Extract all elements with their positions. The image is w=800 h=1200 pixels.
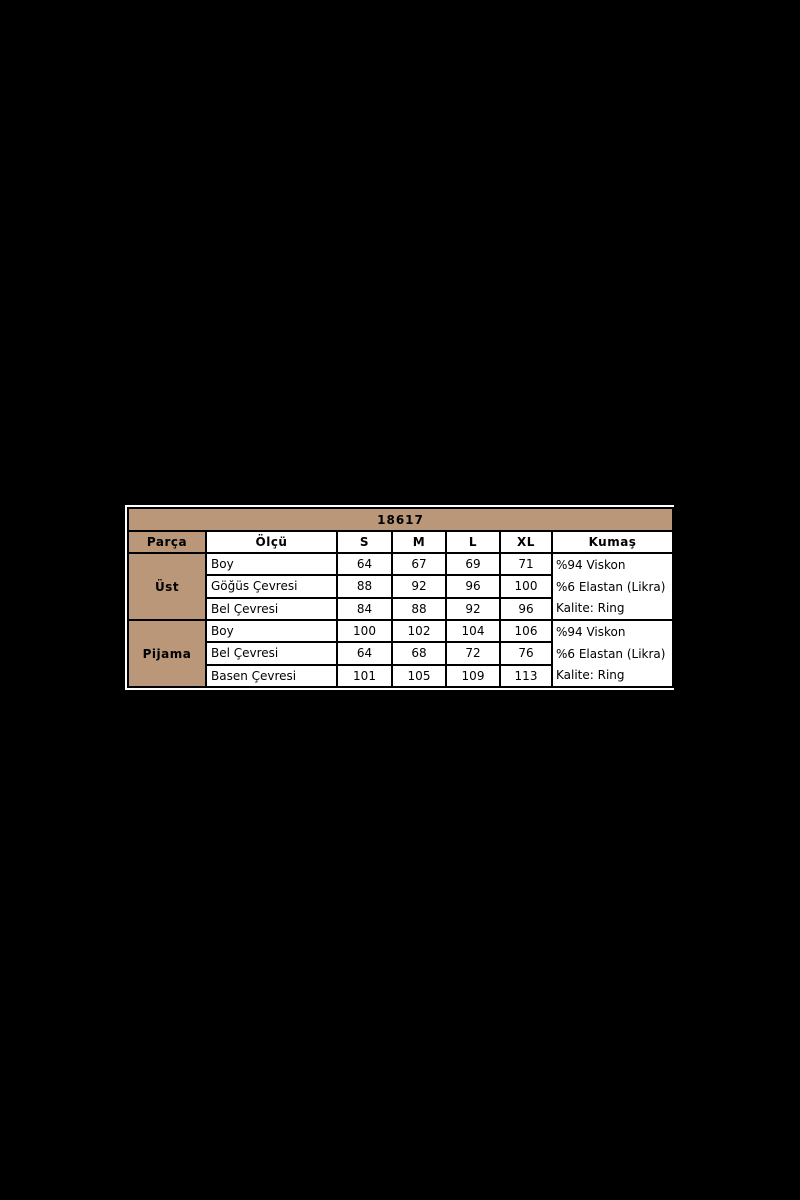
fabric-info-ust: %94 Viskon %6 Elastan (Likra) Kalite: Ri…: [551, 552, 674, 621]
size-chart-frame: 18617 Parça Ölçü S M L XL Kumaş Üst Boy …: [125, 505, 674, 690]
value-cell: 102: [391, 618, 447, 644]
value-cell: 96: [445, 574, 501, 599]
value-cell: 100: [499, 574, 553, 599]
chart-title: 18617: [127, 507, 674, 532]
column-header-l: L: [445, 530, 501, 554]
fabric-line: Kalite: Ring: [556, 601, 625, 616]
group-label-pijama: Pijama: [127, 619, 207, 688]
value-cell: 64: [336, 641, 393, 666]
measure-label: Bel Çevresi: [205, 641, 338, 666]
table-row: Göğüs Çevresi 88 92 96 100: [128, 574, 673, 599]
value-cell: 100: [336, 618, 393, 644]
column-header-m: M: [391, 530, 447, 554]
fabric-line: %94 Viskon: [556, 624, 626, 639]
table-row: Üst Boy 64 67 69 71 %94 Viskon %6 Elasta…: [127, 551, 674, 621]
measure-label: Göğüs Çevresi: [205, 574, 338, 599]
header-row: Parça Ölçü S M L XL Kumaş: [127, 530, 674, 554]
fabric-stack: %94 Viskon %6 Elastan (Likra) Kalite: Ri…: [554, 555, 671, 618]
value-cell: 96: [499, 596, 553, 622]
measure-label: Bel Çevresi: [205, 596, 338, 622]
value-cell: 71: [499, 551, 553, 577]
value-cell: 92: [445, 596, 501, 622]
value-cell: 92: [391, 574, 447, 599]
table-row: Basen Çevresi 101 105 109 113: [128, 663, 673, 689]
value-cell: 76: [499, 641, 553, 666]
value-cell: 67: [391, 551, 447, 577]
fabric-line: %94 Viskon: [556, 557, 626, 572]
measure-label: Boy: [205, 618, 338, 644]
column-header-s: S: [336, 530, 393, 554]
title-row: 18617: [127, 507, 674, 532]
table-row: Bel Çevresi 64 68 72 76: [128, 641, 673, 666]
value-cell: 113: [499, 663, 553, 689]
group-label-ust: Üst: [127, 552, 207, 621]
fabric-line: %6 Elastan (Likra): [556, 579, 666, 594]
column-header-kumas: Kumaş: [551, 530, 674, 554]
value-cell: 88: [391, 596, 447, 622]
value-cell: 64: [336, 551, 393, 577]
value-cell: 101: [336, 663, 393, 689]
column-header-olcu: Ölçü: [205, 530, 338, 554]
value-cell: 84: [336, 596, 393, 622]
fabric-line: Kalite: Ring: [556, 668, 625, 683]
value-cell: 88: [336, 574, 393, 599]
value-cell: 105: [391, 663, 447, 689]
value-cell: 104: [445, 618, 501, 644]
fabric-info-pijama: %94 Viskon %6 Elastan (Likra) Kalite: Ri…: [551, 619, 674, 688]
column-header-parca: Parça: [127, 530, 207, 554]
table-row: Pijama Boy 100 102 104 106 %94 Viskon %6…: [127, 618, 674, 688]
value-cell: 72: [445, 641, 501, 666]
measure-label: Boy: [205, 551, 338, 577]
size-chart-table: 18617 Parça Ölçü S M L XL Kumaş Üst Boy …: [127, 507, 674, 689]
fabric-line: %6 Elastan (Likra): [556, 646, 666, 661]
value-cell: 68: [391, 641, 447, 666]
column-header-xl: XL: [499, 530, 553, 554]
measure-label: Basen Çevresi: [205, 663, 338, 689]
value-cell: 69: [445, 551, 501, 577]
value-cell: 106: [499, 618, 553, 644]
table-row: Bel Çevresi 84 88 92 96: [128, 596, 673, 622]
value-cell: 109: [445, 663, 501, 689]
fabric-stack: %94 Viskon %6 Elastan (Likra) Kalite: Ri…: [554, 622, 671, 685]
